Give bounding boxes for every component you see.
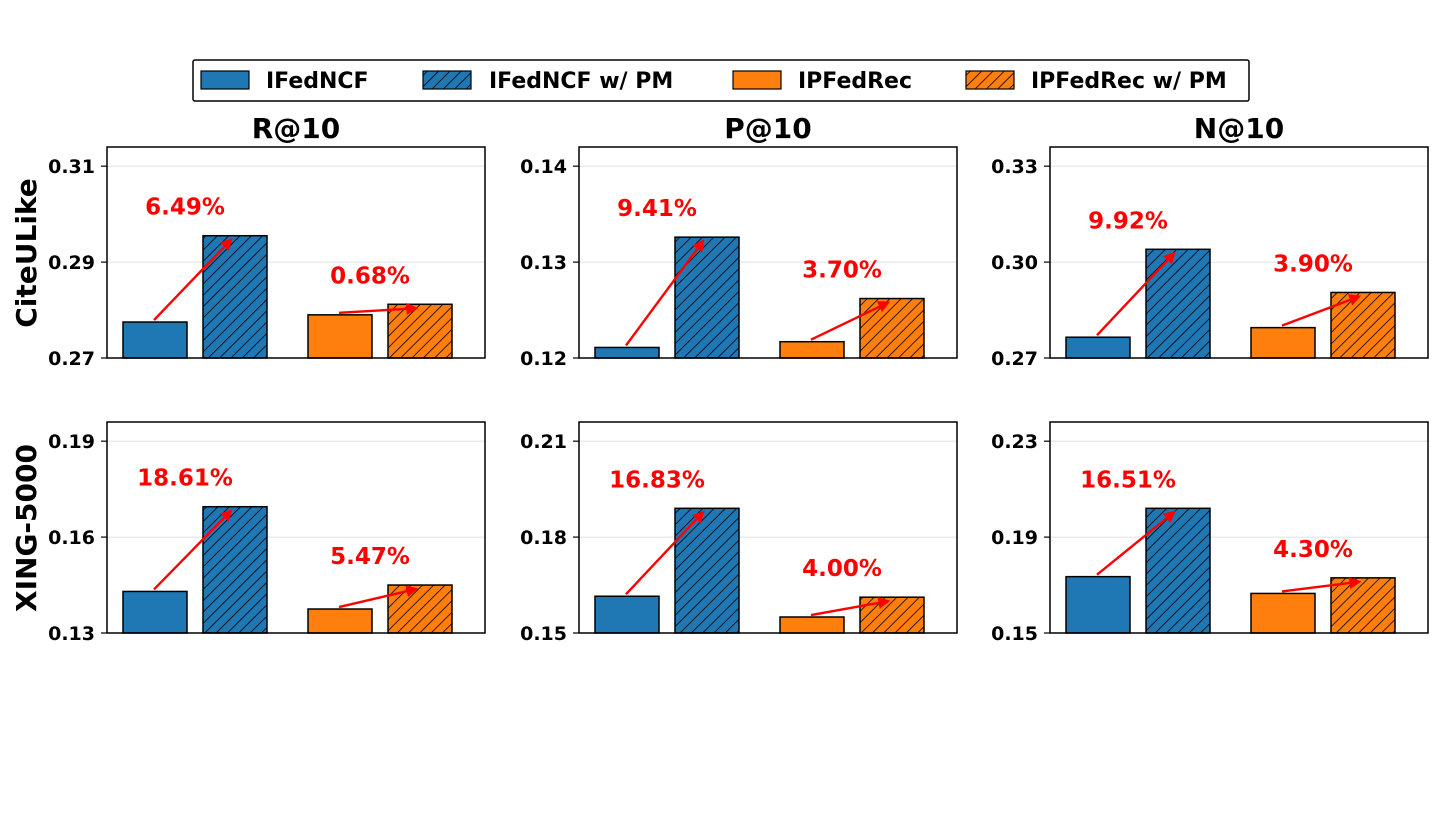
column-title-p10: P@10	[724, 112, 812, 145]
y-tick-label: 0.13	[48, 623, 95, 645]
bar-ipfedrec	[307, 608, 373, 634]
bar-ipfedrec-pm	[387, 303, 453, 359]
improvement-label: 5.47%	[330, 544, 410, 570]
improvement-arrow	[153, 509, 233, 591]
chart-panel-1: 0.27 0.29 0.31 6.49% 0.68%	[48, 146, 486, 370]
bar-ifedncf	[1065, 575, 1131, 634]
y-tick-label: 0.18	[520, 527, 567, 549]
bar-ipfedrec	[1250, 326, 1316, 359]
y-tick-label: 0.31	[48, 156, 95, 178]
bar-ifedncf-pm	[202, 505, 268, 634]
bar-ipfedrec	[1250, 592, 1316, 634]
y-tick-label: 0.21	[520, 431, 567, 453]
bar-ifedncf	[1065, 336, 1131, 359]
legend-swatch-ifedncf	[200, 70, 250, 90]
y-tick-label: 0.27	[48, 348, 95, 370]
improvement-arrow	[810, 301, 891, 341]
bar-ifedncf	[594, 346, 660, 359]
y-tick-label: 0.15	[991, 623, 1038, 645]
improvement-label: 0.68%	[330, 263, 410, 289]
improvement-arrow	[625, 239, 705, 347]
legend-label-ipfedrec-pm: IPFedRec w/ PM	[1031, 69, 1227, 94]
improvement-label: 3.70%	[802, 258, 882, 284]
improvement-label: 3.90%	[1273, 251, 1353, 277]
legend: IFedNCF IFedNCF w/ PM IPFedRec IPFedRec …	[192, 59, 1250, 102]
axes-frame	[578, 146, 958, 359]
y-tick-label: 0.23	[991, 431, 1038, 453]
improvement-arrow	[810, 596, 891, 617]
improvement-arrow	[1281, 294, 1362, 327]
axes-frame	[106, 421, 486, 634]
chart-panels: 0.27 0.29 0.31 6.49% 0.68% 0.12 0.13 0.14 9.41% 3…	[48, 146, 1429, 645]
axes-frame	[1049, 421, 1429, 634]
improvement-label: 9.41%	[617, 196, 697, 222]
y-tick-label: 0.30	[991, 252, 1038, 274]
bar-ipfedrec	[779, 340, 845, 359]
chart-panel-5: 0.15 0.18 0.21 16.83% 4.00%	[520, 421, 958, 645]
y-tick-label: 0.15	[520, 623, 567, 645]
axes-frame	[1049, 146, 1429, 359]
y-tick-label: 0.13	[520, 252, 567, 274]
chart-panel-6: 0.15 0.19 0.23 16.51% 4.30%	[991, 421, 1429, 645]
improvement-arrow	[1096, 510, 1176, 576]
chart-panel-4: 0.13 0.16 0.19 18.61% 5.47%	[48, 421, 486, 645]
improvement-label: 6.49%	[145, 195, 225, 221]
bar-ipfedrec	[307, 314, 373, 359]
improvement-arrow	[1281, 577, 1362, 593]
legend-label-ipfedrec: IPFedRec	[798, 69, 912, 94]
improvement-arrow	[338, 585, 419, 609]
bar-ifedncf-pm	[202, 234, 268, 359]
y-tick-label: 0.19	[991, 527, 1038, 549]
bar-ifedncf	[122, 321, 188, 359]
improvement-arrow	[625, 510, 705, 596]
improvement-label: 16.83%	[609, 467, 705, 493]
bar-ifedncf	[122, 590, 188, 634]
bar-ipfedrec-pm	[859, 596, 925, 634]
y-tick-label: 0.19	[48, 431, 95, 453]
bar-ipfedrec-pm	[859, 297, 925, 359]
legend-swatch-ipfedrec	[732, 70, 782, 90]
improvement-arrow	[338, 302, 419, 315]
bar-ipfedrec-pm	[1330, 577, 1396, 634]
improvement-label: 4.30%	[1273, 537, 1353, 563]
legend-label-ifedncf: IFedNCF	[266, 69, 369, 94]
row-label-citeulike: CiteULike	[10, 178, 43, 328]
y-tick-label: 0.12	[520, 348, 567, 370]
column-title-n10: N@10	[1194, 112, 1284, 145]
legend-label-ifedncf-pm: IFedNCF w/ PM	[489, 69, 673, 94]
y-tick-label: 0.33	[991, 156, 1038, 178]
improvement-arrow	[153, 237, 233, 321]
improvement-arrow	[1096, 251, 1176, 337]
y-tick-label: 0.14	[520, 156, 567, 178]
legend-frame	[192, 59, 1250, 102]
bar-ifedncf-pm	[674, 507, 740, 634]
bar-ipfedrec	[779, 616, 845, 634]
bar-ifedncf-pm	[1145, 507, 1211, 634]
legend-swatch-ipfedrec-pm	[965, 70, 1015, 90]
axes-frame	[578, 421, 958, 634]
bar-ifedncf	[594, 595, 660, 634]
bar-ifedncf-pm	[674, 236, 740, 359]
chart-panel-2: 0.12 0.13 0.14 9.41% 3.70%	[520, 146, 958, 370]
improvement-label: 4.00%	[802, 556, 882, 582]
bar-ifedncf-pm	[1145, 248, 1211, 359]
row-label-xing: XING-5000	[10, 444, 43, 612]
improvement-label: 9.92%	[1088, 208, 1168, 234]
improvement-label: 16.51%	[1080, 467, 1176, 493]
y-tick-label: 0.27	[991, 348, 1038, 370]
column-title-r10: R@10	[252, 112, 341, 145]
y-tick-label: 0.29	[48, 252, 95, 274]
chart-panel-3: 0.27 0.30 0.33 9.92% 3.90%	[991, 146, 1429, 370]
y-tick-label: 0.16	[48, 527, 95, 549]
legend-swatch-ifedncf-pm	[422, 70, 472, 90]
axes-frame	[106, 146, 486, 359]
improvement-label: 18.61%	[137, 466, 233, 492]
